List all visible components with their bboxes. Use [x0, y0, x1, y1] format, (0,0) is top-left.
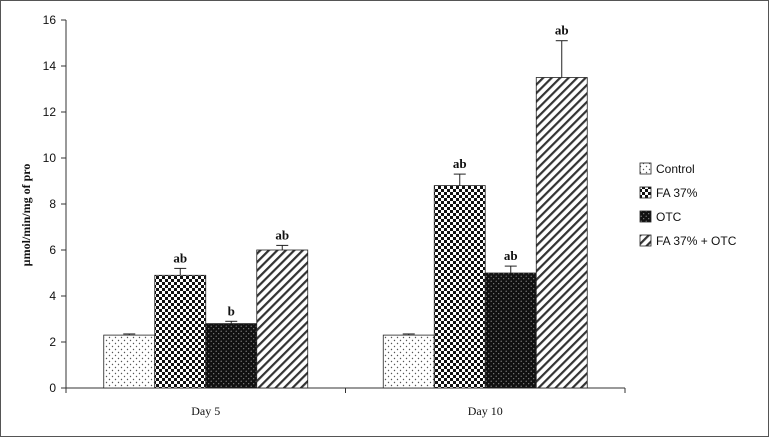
data-label: ab: [275, 227, 289, 242]
x-tick-label: Day 10: [468, 404, 503, 418]
data-label: ab: [173, 250, 187, 265]
data-label: ab: [555, 23, 569, 38]
legend-swatch: [639, 162, 652, 175]
y-tick-label: 4: [49, 289, 56, 303]
y-axis-label: µmol/min/mg of pro: [19, 164, 33, 267]
legend-swatch: [639, 210, 652, 223]
bar: [382, 334, 435, 389]
y-tick-label: 16: [43, 13, 57, 27]
x-tick-label: Day 5: [191, 404, 220, 418]
y-tick-label: 2: [49, 335, 56, 349]
bars-group: ab b ab ab ab ab: [103, 23, 588, 389]
legend-entry: FA 37% + OTC: [656, 234, 737, 248]
legend-swatch: [639, 186, 652, 199]
y-tick-label: 6: [49, 243, 56, 257]
legend-swatch: [639, 234, 652, 247]
y-axis: 0 2 4 6 8 10 12 14 16: [43, 13, 67, 395]
y-tick-label: 10: [43, 151, 57, 165]
bar: [154, 274, 207, 389]
bar: [205, 323, 258, 389]
bar: [433, 185, 486, 389]
y-tick-label: 8: [49, 197, 56, 211]
legend-entry: FA 37%: [656, 186, 698, 200]
y-tick-label: 12: [43, 105, 57, 119]
bar: [535, 77, 588, 389]
bar: [484, 272, 537, 389]
legend-entry: Control: [656, 162, 695, 176]
y-tick-label: 14: [43, 59, 57, 73]
bar: [103, 334, 156, 389]
data-label: ab: [504, 248, 518, 263]
legend-entry: OTC: [656, 210, 682, 224]
y-tick-label: 0: [49, 381, 56, 395]
data-label: b: [228, 303, 235, 318]
data-label: ab: [453, 156, 467, 171]
bar: [256, 249, 309, 389]
legend: Control FA 37% OTC FA 37% + OTC: [639, 162, 737, 248]
